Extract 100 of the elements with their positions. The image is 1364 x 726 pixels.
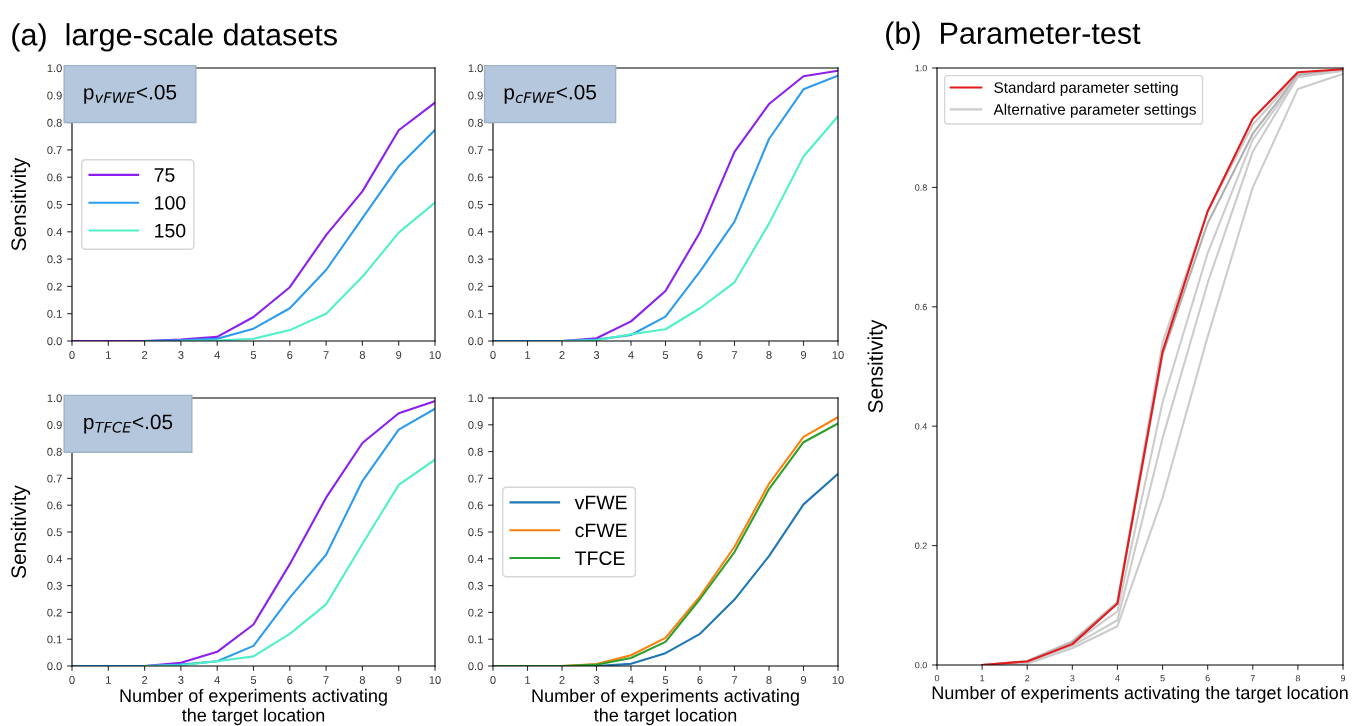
x-tick-label: 4 [214,351,220,359]
x-tick-label: 3 [593,351,600,359]
y-tick-label: 0.4 [47,228,62,236]
x-tick-label: 3 [1070,674,1075,682]
x-tick-label: 2 [559,676,565,684]
x-tick-label: 0 [934,674,940,682]
y-tick-label: 0.8 [47,447,62,456]
y-tick-label: 0.1 [468,635,483,644]
x-tick-label: 8 [1295,674,1301,682]
y-tick-label: 0.9 [468,91,483,100]
y-tick-label: 0.4 [468,555,483,563]
y-tick-label: 1.0 [47,394,62,403]
y-tick-label: 0.5 [468,200,483,209]
x-tick-label: 4 [214,676,220,684]
x-tick-label: 7 [731,351,738,359]
legend-label: 100 [155,195,186,210]
x-tick-label: 5 [662,676,669,684]
y-tick-label: 0.2 [468,282,483,291]
legend-label: 150 [155,223,186,238]
x-tick-label: 0 [490,351,496,359]
y-tick-label: 0.0 [47,337,62,346]
x-axis-title: Number of experiments activating the target location [120,688,387,726]
x-tick-label: 4 [628,676,634,684]
x-tick-label: 2 [559,351,565,359]
legend-label: Standard parameter setting [994,81,1178,96]
y-tick-label: 1.0 [915,64,927,72]
x-tick-label: 2 [142,676,148,684]
y-tick-label: 0.3 [47,581,62,590]
y-tick-label: 0.7 [468,474,483,483]
x-tick-label: 2 [142,351,148,359]
y-tick-label: 0.5 [468,528,483,537]
x-tick-label: 8 [359,351,366,359]
x-tick-label: 1 [106,676,111,684]
x-tick-label: 8 [359,676,366,684]
x-tick-label: 10 [832,676,844,684]
y-tick-label: 0.8 [468,118,483,127]
x-tick-label: 7 [1250,675,1255,682]
x-tick-label: 6 [287,351,293,359]
legend-label: vFWE [574,495,627,510]
annotation: p$_{vFWE}$<.05 [84,84,177,104]
x-tick-label: 1 [980,675,985,682]
y-tick-label: 1.0 [468,64,483,73]
y-tick-label: 0.2 [468,608,483,617]
x-tick-label: 0 [69,676,75,684]
y-tick-label: 0.1 [468,309,483,318]
y-tick-label: 0.7 [47,146,62,155]
x-tick-label: 7 [731,676,738,684]
x-tick-label: 9 [800,351,807,359]
y-tick-label: 1.0 [47,64,62,73]
y-tick-label: 0.5 [47,200,62,209]
annotation: p$_{TFCE}$<.05 [84,414,173,434]
y-tick-label: 0.7 [47,474,62,483]
x-tick-label: 8 [766,351,772,359]
y-tick-label: 0.2 [47,282,62,291]
x-tick-label: 4 [1115,675,1120,682]
y-tick-label: 0.0 [915,661,927,669]
x-tick-label: 1 [106,351,111,359]
y-tick-label: 0.3 [468,255,483,264]
x-tick-label: 9 [800,676,807,684]
y-tick-label: 0.9 [468,421,483,429]
x-tick-label: 1 [525,351,531,359]
y-tick-label: 0.4 [47,555,62,563]
x-tick-label: 0 [69,351,75,359]
y-tick-label: 0.6 [47,501,62,510]
x-tick-label: 9 [396,676,402,684]
legend-label: Alternative parameter settings [993,103,1196,118]
x-tick-label: 3 [178,351,184,359]
x-tick-label: 6 [287,676,293,684]
y-tick-label: 0.1 [47,309,62,318]
y-tick-label: 0.8 [915,184,927,191]
y-tick-label: 0.1 [47,635,62,644]
x-tick-label: 7 [323,351,329,359]
x-tick-label: 6 [1205,674,1210,682]
x-tick-label: 9 [1340,674,1346,682]
y-tick-label: 1.0 [468,394,483,403]
legend-label: 75 [154,168,175,182]
x-axis-title: Number of experiments activating the target location [932,685,1348,703]
x-tick-label: 5 [1160,675,1165,682]
y-tick-label: 0.3 [468,581,483,590]
x-tick-label: 10 [429,676,441,684]
x-tick-label: 10 [832,351,844,359]
x-tick-label: 0 [490,676,496,684]
x-tick-label: 5 [662,351,669,359]
x-tick-label: 5 [250,676,257,684]
y-tick-label: 0.0 [468,662,483,671]
y-tick-label: 0.2 [47,608,62,617]
y-tick-label: 0.6 [47,173,62,182]
x-tick-label: 9 [396,351,402,359]
x-tick-label: 10 [429,351,441,359]
y-axis-title: Sensitivity [10,157,31,251]
y-tick-label: 0.6 [468,501,483,510]
y-axis-title: Sensitivity [10,485,31,578]
x-tick-label: 7 [323,676,329,684]
x-tick-label: 1 [525,676,531,684]
y-tick-label: 0.5 [47,528,62,537]
x-tick-label: 3 [178,676,184,684]
y-tick-label: 0.8 [47,118,62,127]
y-tick-label: 0.8 [468,447,483,456]
y-tick-label: 0.9 [47,421,62,429]
x-tick-label: 6 [697,351,703,359]
